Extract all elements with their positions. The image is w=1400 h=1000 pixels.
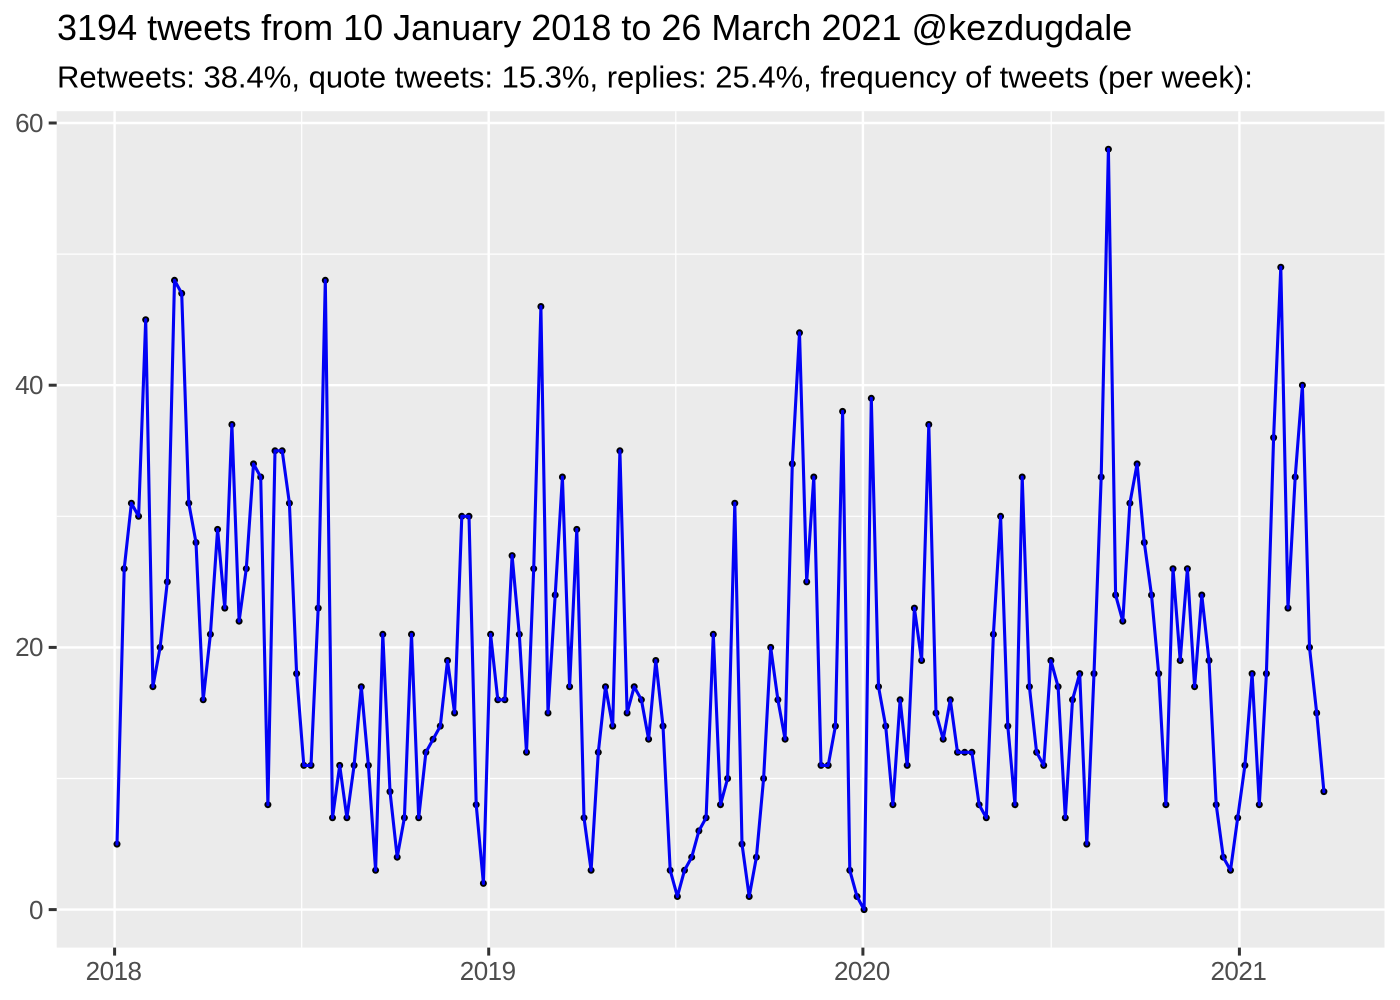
svg-text:20: 20 <box>15 632 43 662</box>
svg-text:60: 60 <box>15 108 43 138</box>
svg-text:Retweets: 38.4%, quote tweets:: Retweets: 38.4%, quote tweets: 15.3%, re… <box>57 60 1253 95</box>
svg-text:2018: 2018 <box>86 956 142 986</box>
svg-text:3194 tweets from 10 January 20: 3194 tweets from 10 January 2018 to 26 M… <box>57 7 1132 48</box>
svg-text:40: 40 <box>15 370 43 400</box>
svg-text:2021: 2021 <box>1210 956 1266 986</box>
svg-text:2020: 2020 <box>834 956 890 986</box>
svg-text:0: 0 <box>29 895 43 925</box>
svg-text:2019: 2019 <box>460 956 516 986</box>
